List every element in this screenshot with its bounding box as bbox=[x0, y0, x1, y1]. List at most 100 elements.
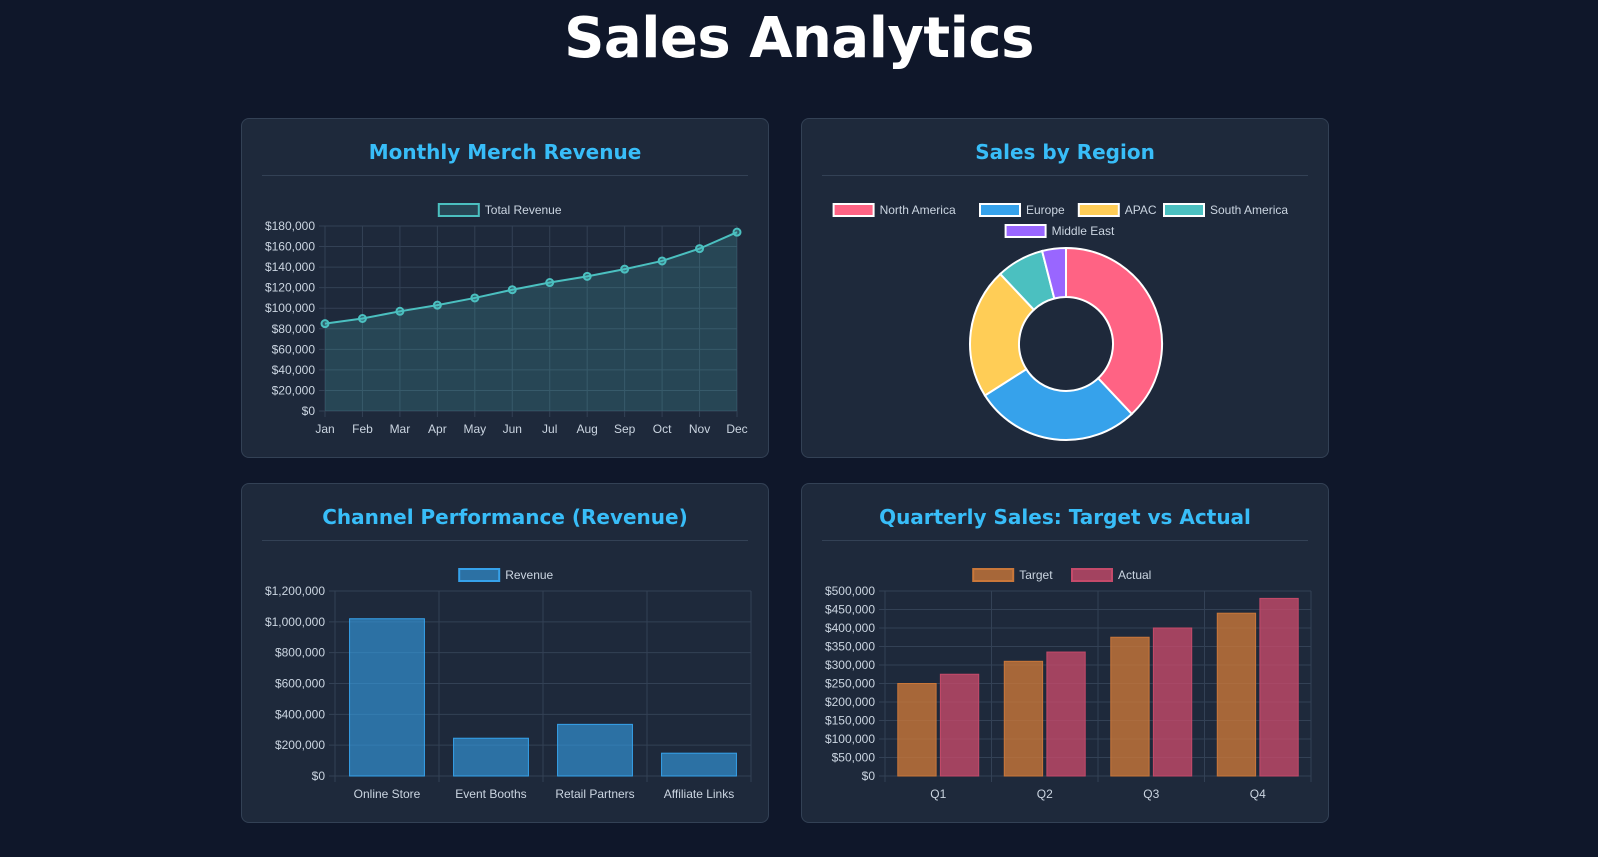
line-point bbox=[395, 306, 405, 316]
line-point bbox=[620, 264, 630, 274]
quarterly-x-tick: Q1 bbox=[930, 787, 946, 801]
line-x-tick: Feb bbox=[352, 422, 373, 436]
channel-y-tick: $0 bbox=[312, 769, 326, 783]
monthly-revenue-title: Monthly Merch Revenue bbox=[262, 139, 748, 176]
channel-performance-title: Channel Performance (Revenue) bbox=[262, 504, 748, 541]
quarterly-bar-actual bbox=[1259, 597, 1299, 777]
line-series-total-revenue bbox=[324, 231, 738, 325]
donut-slice-europe bbox=[983, 367, 1134, 441]
quarterly-bar-target bbox=[1216, 612, 1257, 777]
channel-bar bbox=[349, 618, 425, 777]
quarterly-y-tick: $0 bbox=[862, 769, 876, 783]
channel-y-tick: $200,000 bbox=[275, 738, 325, 752]
line-area-fill bbox=[325, 232, 737, 411]
quarterly-legend-swatch bbox=[972, 568, 1015, 582]
line-y-tick: $180,000 bbox=[265, 219, 315, 233]
donut-legend-label: APAC bbox=[1125, 203, 1157, 217]
line-y-tick: $20,000 bbox=[272, 383, 316, 397]
line-y-tick: $0 bbox=[302, 404, 316, 418]
channel-bar bbox=[661, 752, 737, 777]
quarterly-x-tick: Q4 bbox=[1250, 787, 1266, 801]
line-point bbox=[357, 314, 367, 323]
quarterly-legend-label: Actual bbox=[1118, 568, 1151, 582]
quarterly-y-tick: $400,000 bbox=[825, 621, 875, 635]
channel-x-tick: Retail Partners bbox=[555, 787, 634, 801]
monthly-revenue-card: Monthly Merch Revenue Total Revenue $0 $20… bbox=[241, 118, 769, 458]
channel-bar bbox=[453, 737, 529, 777]
quarterly-y-tick: $50,000 bbox=[832, 751, 876, 765]
line-x-tick: May bbox=[463, 422, 486, 436]
line-legend-swatch bbox=[437, 203, 480, 217]
donut-slice-middle-east bbox=[1040, 246, 1067, 300]
quarterly-bar-target bbox=[897, 683, 937, 777]
channel-y-tick: $400,000 bbox=[275, 707, 325, 721]
line-x-tick: Mar bbox=[390, 422, 411, 436]
line-point bbox=[507, 285, 517, 295]
line-x-tick: Nov bbox=[689, 422, 710, 436]
line-point bbox=[657, 256, 667, 266]
quarterly-sales-chart: Target Actual $0 $50,000 $100,000 $150,000 $20… bbox=[825, 568, 1312, 801]
line-y-tick: $100,000 bbox=[265, 301, 315, 315]
line-x-tick: Apr bbox=[428, 422, 447, 436]
quarterly-bar-actual bbox=[1152, 627, 1193, 777]
channel-y-tick: $1,000,000 bbox=[265, 615, 325, 629]
channel-y-tick: $800,000 bbox=[275, 646, 325, 660]
line-point bbox=[732, 227, 742, 237]
line-point bbox=[320, 319, 330, 329]
donut-slice-north-america bbox=[1065, 246, 1163, 416]
donut-legend-label: Europe bbox=[1026, 203, 1065, 217]
quarterly-bar-actual bbox=[939, 673, 980, 777]
line-point bbox=[432, 300, 442, 310]
channel-x-tick: Affiliate Links bbox=[664, 787, 734, 801]
channel-legend-swatch bbox=[458, 568, 501, 582]
channel-x-tick: Online Store bbox=[354, 787, 421, 801]
donut-legend-label: North America bbox=[880, 203, 956, 217]
quarterly-legend-label: Target bbox=[1019, 568, 1053, 582]
quarterly-y-tick: $100,000 bbox=[825, 732, 875, 746]
line-x-tick: Jan bbox=[315, 422, 334, 436]
quarterly-y-tick: $350,000 bbox=[825, 640, 875, 654]
channel-performance-card: Channel Performance (Revenue) Revenue $0 $… bbox=[241, 483, 769, 823]
line-x-tick: Oct bbox=[653, 422, 672, 436]
quarterly-legend-swatch bbox=[1071, 568, 1113, 582]
quarterly-y-tick: $250,000 bbox=[825, 677, 875, 691]
donut-legend-label: South America bbox=[1210, 203, 1288, 217]
quarterly-x-tick: Q2 bbox=[1037, 787, 1053, 801]
channel-y-tick: $1,200,000 bbox=[265, 584, 325, 598]
line-x-tick: Jun bbox=[503, 422, 522, 436]
region-sales-card: Sales by Region North America Europe APAC S… bbox=[801, 118, 1329, 458]
region-sales-chart: North America Europe APAC South America Midd… bbox=[832, 203, 1288, 441]
donut-slice-apac bbox=[969, 272, 1036, 397]
quarterly-bar-target bbox=[1110, 636, 1150, 777]
quarterly-y-tick: $500,000 bbox=[825, 584, 875, 598]
quarterly-y-tick: $200,000 bbox=[825, 695, 875, 709]
page-title: Sales Analytics bbox=[564, 6, 1034, 71]
line-point bbox=[695, 244, 705, 254]
line-legend-label: Total Revenue bbox=[485, 203, 562, 217]
line-y-tick: $60,000 bbox=[272, 342, 316, 356]
donut-legend-label: Middle East bbox=[1052, 224, 1115, 238]
line-y-tick: $80,000 bbox=[272, 322, 316, 336]
line-y-tick: $120,000 bbox=[265, 281, 315, 295]
donut-legend-swatch bbox=[1004, 224, 1047, 238]
quarterly-bar-target bbox=[1003, 660, 1044, 777]
quarterly-y-tick: $450,000 bbox=[825, 603, 875, 617]
channel-bar bbox=[557, 723, 633, 777]
region-sales-title: Sales by Region bbox=[822, 139, 1308, 176]
donut-legend-swatch bbox=[832, 203, 875, 217]
line-y-tick: $40,000 bbox=[272, 363, 316, 377]
donut-legend-swatch bbox=[1077, 203, 1120, 217]
quarterly-bar-actual bbox=[1046, 651, 1086, 777]
line-x-tick: Sep bbox=[614, 422, 636, 436]
channel-y-tick: $600,000 bbox=[275, 677, 325, 691]
quarterly-y-tick: $300,000 bbox=[825, 658, 875, 672]
channel-x-tick: Event Booths bbox=[455, 787, 526, 801]
line-y-tick: $140,000 bbox=[265, 260, 315, 274]
quarterly-y-tick: $150,000 bbox=[825, 714, 875, 728]
line-x-tick: Dec bbox=[726, 422, 747, 436]
donut-legend-swatch bbox=[979, 203, 1021, 217]
donut-legend-swatch bbox=[1163, 203, 1205, 217]
channel-performance-chart: Revenue $0 $200,000 $400,000 $600,000 $800,00… bbox=[265, 568, 752, 801]
line-x-tick: Jul bbox=[542, 422, 557, 436]
quarterly-x-tick: Q3 bbox=[1143, 787, 1159, 801]
